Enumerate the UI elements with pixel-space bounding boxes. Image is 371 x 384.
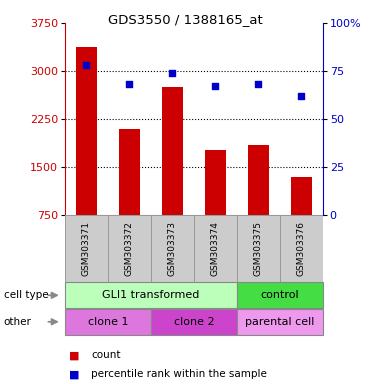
Bar	[119, 129, 140, 215]
Point	[212, 83, 218, 89]
Text: count: count	[91, 350, 121, 360]
Text: parental cell: parental cell	[245, 317, 315, 327]
Text: clone 2: clone 2	[174, 317, 214, 327]
Text: GSM303375: GSM303375	[254, 221, 263, 276]
Point	[298, 93, 304, 99]
Text: GSM303373: GSM303373	[168, 221, 177, 276]
Text: clone 1: clone 1	[88, 317, 128, 327]
Bar	[151, 309, 237, 335]
Bar	[65, 215, 108, 282]
Bar	[108, 215, 151, 282]
Bar	[194, 215, 237, 282]
Bar	[280, 215, 323, 282]
Text: ■: ■	[69, 369, 79, 379]
Bar	[162, 87, 183, 215]
Point	[83, 62, 89, 68]
Text: GLI1 transformed: GLI1 transformed	[102, 290, 200, 300]
Text: GSM303371: GSM303371	[82, 221, 91, 276]
Bar	[247, 145, 269, 215]
Text: GSM303376: GSM303376	[297, 221, 306, 276]
Bar	[290, 177, 312, 215]
Bar	[237, 282, 323, 308]
Point	[255, 81, 261, 88]
Text: control: control	[260, 290, 299, 300]
Text: GDS3550 / 1388165_at: GDS3550 / 1388165_at	[108, 13, 263, 26]
Bar	[204, 151, 226, 215]
Text: other: other	[4, 317, 32, 327]
Point	[170, 70, 175, 76]
Text: ■: ■	[69, 350, 79, 360]
Bar	[76, 47, 97, 215]
Bar	[151, 215, 194, 282]
Bar	[237, 309, 323, 335]
Text: GSM303372: GSM303372	[125, 221, 134, 276]
Text: cell type: cell type	[4, 290, 48, 300]
Text: percentile rank within the sample: percentile rank within the sample	[91, 369, 267, 379]
Bar	[65, 282, 237, 308]
Point	[127, 81, 132, 88]
Text: GSM303374: GSM303374	[211, 221, 220, 276]
Bar	[237, 215, 280, 282]
Bar	[65, 309, 151, 335]
